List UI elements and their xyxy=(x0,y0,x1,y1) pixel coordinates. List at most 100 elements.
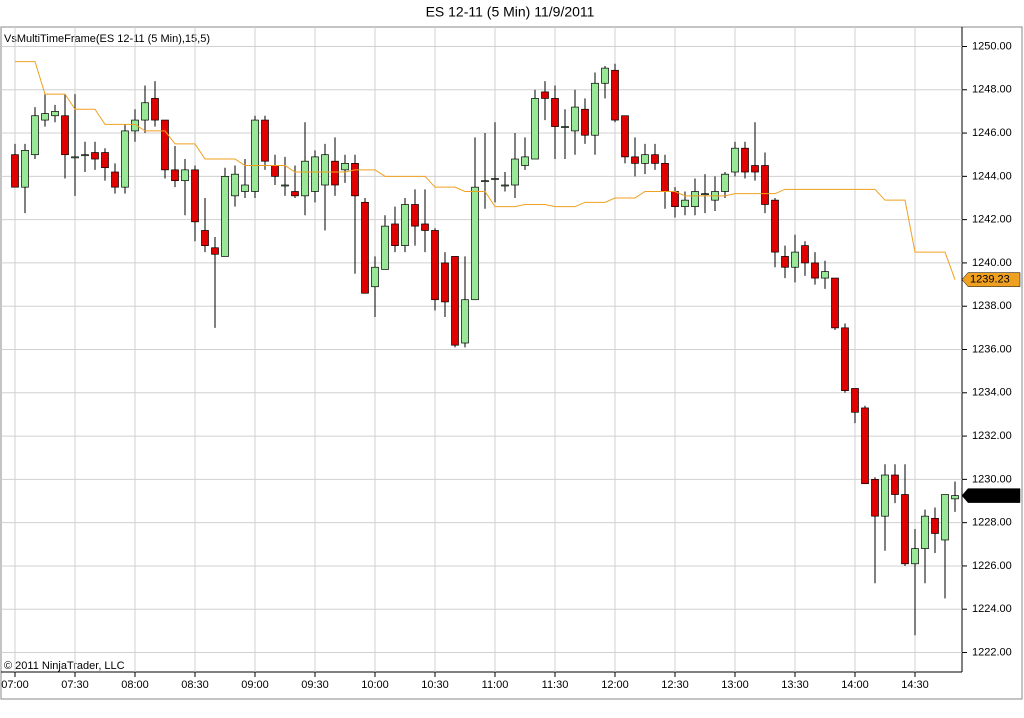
y-tick-label: 1248.00 xyxy=(972,84,1012,96)
price-marker xyxy=(961,272,1021,287)
candle-body xyxy=(641,154,649,164)
candle-body xyxy=(221,175,229,257)
candle-body xyxy=(251,119,259,192)
candle-body xyxy=(901,494,909,565)
candle-body xyxy=(691,191,699,207)
x-tick-label: 11:30 xyxy=(542,679,569,691)
y-tick-label: 1240.00 xyxy=(972,257,1012,269)
candle-body xyxy=(741,147,749,173)
candle-body xyxy=(581,108,589,136)
candle-body xyxy=(191,169,199,223)
candle-body xyxy=(851,388,859,413)
candle-body xyxy=(911,548,919,565)
x-tick-label: 13:30 xyxy=(781,679,809,691)
candle-body xyxy=(681,199,689,207)
candle-body xyxy=(331,160,339,186)
candle-body xyxy=(701,193,709,196)
candle-body xyxy=(171,169,179,182)
candle-body xyxy=(201,230,209,246)
candle-body xyxy=(151,98,159,121)
candle-body xyxy=(131,119,139,132)
indicator-label: VsMultiTimeFrame(ES 12-11 (5 Min),15,5) xyxy=(4,33,210,45)
candle-body xyxy=(831,277,839,329)
candle-body xyxy=(231,173,239,197)
y-tick-label: 1232.00 xyxy=(972,430,1012,442)
candle-body xyxy=(561,126,569,128)
candle-body xyxy=(761,165,769,205)
frame xyxy=(0,26,1023,700)
x-tick-label: 14:00 xyxy=(841,679,869,691)
candle-body xyxy=(341,163,349,171)
candle-body xyxy=(751,165,759,173)
candle-body xyxy=(281,184,289,187)
candle-body xyxy=(431,230,439,301)
price-marker-label: 1229.25 xyxy=(970,490,1010,502)
candle-body xyxy=(111,171,119,188)
candle-body xyxy=(951,495,959,500)
y-tick-label: 1222.00 xyxy=(972,646,1012,658)
candle-body xyxy=(31,115,39,156)
candle-body xyxy=(81,154,89,157)
candle-body xyxy=(291,191,299,197)
x-tick-label: 09:30 xyxy=(301,679,329,691)
candle-body xyxy=(521,156,529,166)
candle-body xyxy=(731,147,739,173)
candle-body xyxy=(921,515,929,549)
chart-title: ES 12-11 (5 Min) 11/9/2011 xyxy=(426,4,595,20)
candle-body xyxy=(441,262,449,303)
candle-body xyxy=(811,262,819,279)
x-tick-label: 11:00 xyxy=(482,679,509,691)
candle-body xyxy=(351,163,359,197)
candle-body xyxy=(491,178,499,180)
candle-body xyxy=(271,165,279,177)
price-marker xyxy=(961,488,1021,503)
candle-body xyxy=(541,91,549,99)
candle-body xyxy=(71,156,79,159)
candle-body xyxy=(121,130,129,188)
x-tick-label: 10:00 xyxy=(361,679,389,691)
x-tick-label: 12:00 xyxy=(601,679,629,691)
y-tick-label: 1224.00 xyxy=(972,603,1012,615)
candle-body xyxy=(411,204,419,227)
candle-body xyxy=(781,256,789,268)
candle-body xyxy=(451,256,459,346)
candle-body xyxy=(591,82,599,136)
copyright: © 2011 NinjaTrader, LLC xyxy=(4,660,125,672)
candle-body xyxy=(421,223,429,231)
candle-body xyxy=(721,173,729,192)
candle-body xyxy=(601,67,609,84)
candle-body xyxy=(571,106,579,132)
x-tick-label: 09:00 xyxy=(241,679,269,691)
price-marker-label: 1239.23 xyxy=(970,273,1010,285)
candle-body xyxy=(631,156,639,164)
x-tick-label: 10:30 xyxy=(421,679,449,691)
candle-body xyxy=(841,327,849,391)
candle-body xyxy=(91,152,99,160)
candle-body xyxy=(21,150,29,188)
candle-body xyxy=(531,98,539,160)
x-tick-label: 08:00 xyxy=(121,679,149,691)
candle-body xyxy=(181,169,189,182)
candle-body xyxy=(791,251,799,268)
x-tick-label: 07:30 xyxy=(61,679,89,691)
candle-body xyxy=(141,102,149,121)
candle-body xyxy=(101,152,109,169)
candle-body xyxy=(821,271,829,279)
candle-body xyxy=(621,115,629,158)
candle-body xyxy=(371,266,379,288)
y-tick-label: 1234.00 xyxy=(972,387,1012,399)
candle-body xyxy=(461,299,469,344)
candle-body xyxy=(211,247,219,255)
y-tick-label: 1228.00 xyxy=(972,517,1012,529)
candle-body xyxy=(671,191,679,207)
candle-body xyxy=(51,111,59,117)
candle-body xyxy=(361,201,369,294)
candle-body xyxy=(41,113,49,121)
candle-body xyxy=(401,204,409,246)
candle-body xyxy=(321,154,329,186)
candle-body xyxy=(931,517,939,534)
y-tick-label: 1236.00 xyxy=(972,343,1012,355)
y-tick-label: 1244.00 xyxy=(972,170,1012,182)
y-tick-label: 1246.00 xyxy=(972,127,1012,139)
x-tick-label: 14:30 xyxy=(901,679,929,691)
